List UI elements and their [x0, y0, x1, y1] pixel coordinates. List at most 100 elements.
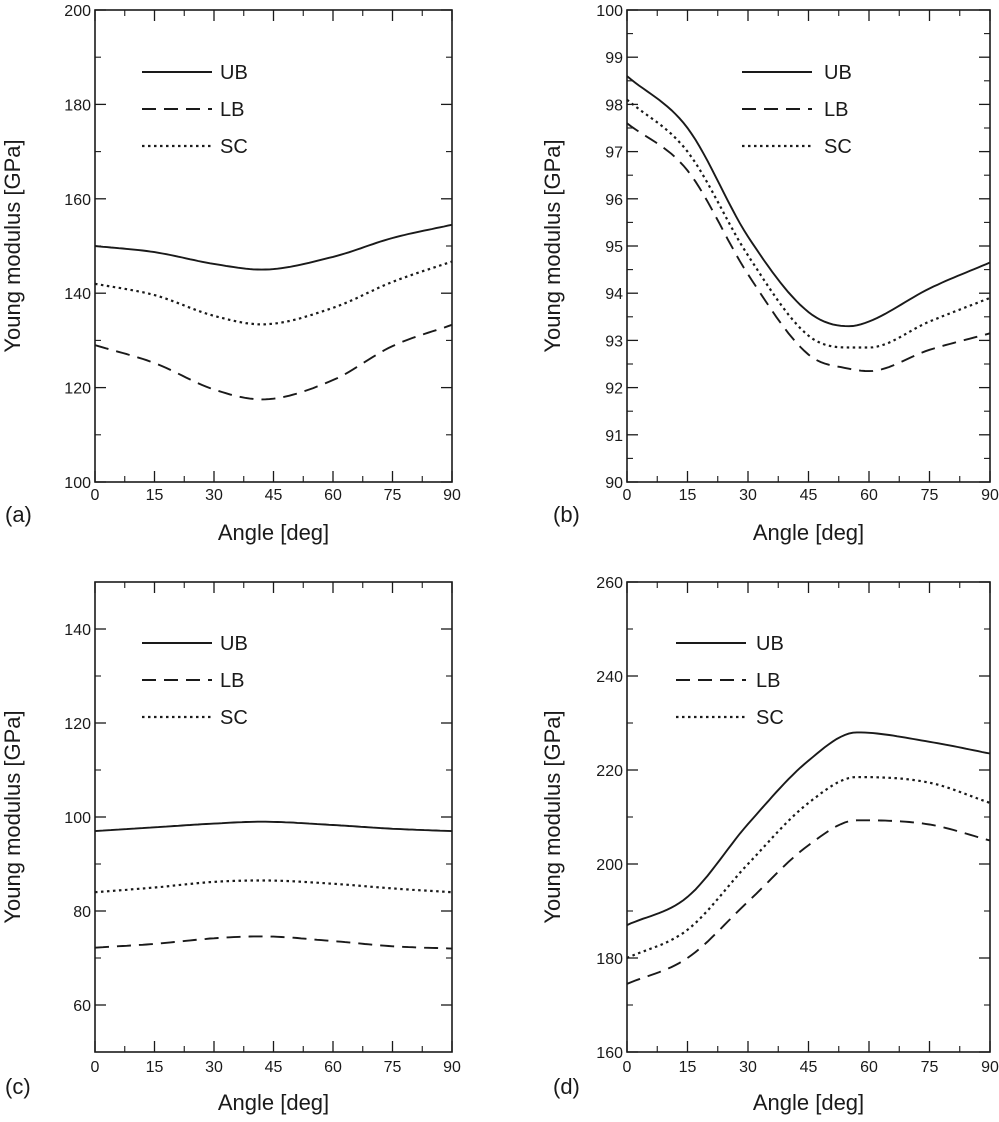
legend-label-sc: SC: [756, 707, 784, 729]
y-tick-label: 96: [605, 192, 623, 209]
y-tick-label: 220: [596, 763, 623, 780]
y-tick-label: 93: [605, 333, 623, 350]
x-tick-label: 45: [800, 1059, 818, 1076]
y-tick-label: 97: [605, 145, 623, 162]
panel-label: (a): [5, 502, 32, 527]
legend-label-sc: SC: [220, 707, 248, 729]
legend-label-ub: UB: [756, 633, 784, 655]
y-tick-label: 180: [64, 97, 91, 114]
y-tick-label: 91: [605, 428, 623, 445]
series-line-ub: [94, 223, 453, 271]
series-line-lb: [626, 819, 991, 985]
chart-panel-2: 0 15 30 45 60 75 90 90 91 92 93 94 95 96 97 98 99 100 Angl…: [540, 3, 999, 545]
y-tick-label: 95: [605, 239, 623, 256]
x-tick-label: 30: [205, 1059, 223, 1076]
x-tick-label: 60: [324, 1059, 342, 1076]
x-tick-label: 75: [384, 1059, 402, 1076]
x-tick-label: 60: [860, 1059, 878, 1076]
x-tick-label: 45: [265, 487, 283, 504]
panel-label: (b): [553, 502, 580, 527]
x-axis-title: Angle [deg]: [753, 520, 864, 545]
x-tick-label: 60: [324, 487, 342, 504]
chart-panel-1: 0 15 30 45 60 75 90 100 120 140 160 180 200 Angle [de…: [0, 3, 461, 545]
x-tick-label: 30: [739, 487, 757, 504]
panel-label: (c): [5, 1074, 31, 1099]
x-tick-label: 30: [205, 487, 223, 504]
y-tick-label: 92: [605, 381, 623, 398]
y-axis-title: Young modulus [GPa]: [540, 710, 565, 923]
x-tick-label: 90: [981, 1059, 999, 1076]
series-line-ub: [626, 75, 991, 328]
x-tick-label: 75: [921, 487, 939, 504]
x-tick-label: 0: [91, 487, 100, 504]
y-tick-label: 94: [605, 286, 623, 303]
y-tick-label: 200: [64, 3, 91, 20]
y-tick-label: 160: [596, 1045, 623, 1062]
y-tick-label: 98: [605, 97, 623, 114]
y-tick-label: 180: [596, 951, 623, 968]
plot-frame: [626, 581, 991, 1053]
y-tick-label: 60: [73, 998, 91, 1015]
x-tick-label: 60: [860, 487, 878, 504]
x-tick-label: 90: [981, 487, 999, 504]
x-axis-title: Angle [deg]: [218, 1090, 329, 1115]
legend-label-lb: LB: [824, 99, 848, 121]
series-line-ub: [94, 820, 453, 833]
x-tick-label: 0: [623, 1059, 632, 1076]
y-tick-label: 140: [64, 622, 91, 639]
legend-label-lb: LB: [220, 670, 244, 692]
y-tick-label: 120: [64, 716, 91, 733]
y-tick-label: 100: [596, 3, 623, 20]
y-tick-label: 100: [64, 475, 91, 492]
chart-panel-3: 0 15 30 45 60 75 90 60 80 100 120 140 Angle [deg] You…: [0, 581, 461, 1115]
x-tick-label: 15: [146, 487, 164, 504]
y-tick-label: 200: [596, 857, 623, 874]
y-tick-label: 90: [605, 475, 623, 492]
legend-label-ub: UB: [220, 62, 248, 84]
y-tick-label: 120: [64, 381, 91, 398]
x-tick-label: 75: [384, 487, 402, 504]
y-tick-label: 140: [64, 286, 91, 303]
x-tick-label: 15: [679, 487, 697, 504]
series-line-sc: [94, 260, 453, 326]
x-tick-label: 15: [146, 1059, 164, 1076]
legend-label-lb: LB: [756, 670, 780, 692]
x-tick-label: 45: [800, 487, 818, 504]
x-tick-label: 0: [623, 487, 632, 504]
x-tick-label: 15: [679, 1059, 697, 1076]
series-line-sc: [626, 98, 991, 349]
x-tick-label: 90: [443, 1059, 461, 1076]
legend-label-ub: UB: [220, 633, 248, 655]
x-tick-label: 45: [265, 1059, 283, 1076]
x-axis-title: Angle [deg]: [218, 520, 329, 545]
y-tick-label: 100: [64, 810, 91, 827]
y-axis-title: Young modulus [GPa]: [0, 710, 25, 923]
series-line-ub: [626, 731, 991, 926]
plot-frame: [94, 9, 453, 483]
legend-label-sc: SC: [824, 136, 852, 158]
series-line-sc: [626, 775, 991, 960]
y-tick-label: 80: [73, 904, 91, 921]
x-tick-label: 75: [921, 1059, 939, 1076]
plot-frame: [94, 581, 453, 1053]
plot-frame: [626, 9, 991, 483]
y-tick-label: 160: [64, 192, 91, 209]
series-line-lb: [626, 122, 991, 373]
y-tick-label: 260: [596, 575, 623, 592]
series-line-lb: [94, 935, 453, 950]
y-axis-title: Young modulus [GPa]: [0, 139, 25, 352]
series-line-lb: [94, 323, 453, 401]
x-tick-label: 0: [91, 1059, 100, 1076]
legend-label-sc: SC: [220, 136, 248, 158]
y-tick-label: 99: [605, 50, 623, 67]
chart-panel-4: 0 15 30 45 60 75 90 160 180 200 220 240 260 Angle [de…: [540, 575, 999, 1115]
series-line-sc: [94, 879, 453, 894]
legend-label-lb: LB: [220, 99, 244, 121]
x-axis-title: Angle [deg]: [753, 1090, 864, 1115]
y-tick-label: 240: [596, 669, 623, 686]
x-tick-label: 90: [443, 487, 461, 504]
x-tick-label: 30: [739, 1059, 757, 1076]
y-axis-title: Young modulus [GPa]: [540, 139, 565, 352]
legend-label-ub: UB: [824, 62, 852, 84]
